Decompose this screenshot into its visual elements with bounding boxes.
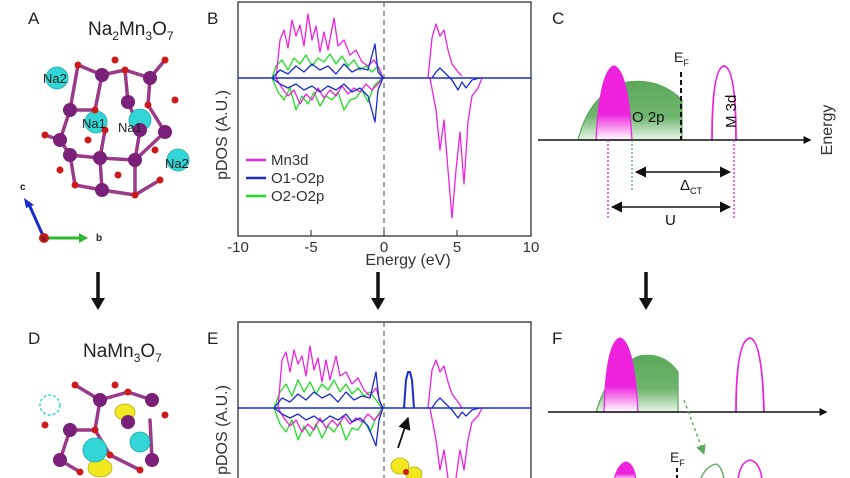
- panel-f-label: F: [552, 329, 562, 348]
- panel-d-label: D: [28, 329, 40, 348]
- mn-band-lower-c: [595, 65, 633, 141]
- panel-e-curve-mn-up-cb: [427, 359, 463, 409]
- panel-f: F EF: [548, 329, 828, 478]
- legend-label-o1: O1-O2p: [271, 170, 324, 187]
- panel-e-curves: [238, 345, 531, 478]
- fermi-label-c: EF: [674, 49, 689, 68]
- panel-c-label: C: [552, 9, 564, 28]
- mn-band-upper-c: [711, 65, 737, 141]
- hole-transfer-arrow-f: [683, 399, 706, 455]
- gap-state-arrow: [397, 416, 411, 449]
- panel-e-curve-o1-up: [273, 371, 384, 409]
- panel-b-ylabel: pDOS (A.U.): [214, 90, 231, 180]
- panel-e-frame: [237, 321, 532, 478]
- panel-b: B pDOS (A.U.) -10 -5 0 5 10 Energy (eV): [207, 1, 540, 269]
- panel-b-curve-o1-cb: [431, 67, 481, 91]
- legend-label-o2: O2-O2p: [271, 188, 324, 205]
- panel-d-compound: NaMn3O7: [83, 341, 162, 365]
- panel-e-gap-state: [403, 371, 415, 409]
- panel-e-ylabel: pDOS (A.U.): [214, 385, 231, 475]
- panel-e-curve-mn-down: [277, 407, 384, 433]
- o2p-label: O 2p: [632, 109, 665, 126]
- energy-axis-label: Energy: [819, 105, 836, 156]
- panel-e: E pDOS (A.U.): [207, 321, 532, 478]
- m3d-label: M 3d: [723, 95, 740, 128]
- panel-b-xlabel: Energy (eV): [365, 252, 450, 269]
- o-atoms-a: [41, 56, 179, 199]
- legend-label-mn3d: Mn3d: [271, 152, 309, 169]
- atom-label-na2-bottom: Na2: [165, 156, 189, 171]
- atom-label-na1-right: Na1: [118, 120, 142, 135]
- mn-band-lower-f: [603, 337, 639, 413]
- atom-label-na2-top: Na2: [43, 71, 67, 86]
- panel-e-curve-o2-up: [273, 379, 383, 409]
- panel-e-curve-o1-down: [273, 407, 384, 447]
- panel-b-xtick-4: 10: [523, 239, 540, 256]
- panel-e-label: E: [207, 329, 218, 348]
- na-atoms-d: [82, 431, 151, 463]
- delta-ct-label: ΔCT: [680, 177, 703, 196]
- panel-b-xtick-1: -5: [304, 239, 317, 256]
- panel-e-inset-atom: [390, 457, 423, 478]
- panel-b-legend: Mn3d O1-O2p O2-O2p: [246, 152, 324, 205]
- axis-a-label: a: [41, 234, 46, 243]
- panel-e-curve-mn-down-cb2: [455, 407, 483, 478]
- mn-band-upper-f: [735, 337, 765, 413]
- panel-b-curve-o2-up: [271, 53, 383, 79]
- mn-atoms-d: [53, 393, 159, 467]
- panel-c: C Energy EF O 2p M 3d ΔCT U: [538, 9, 836, 229]
- panel-b-curve-mn-down: [275, 77, 384, 105]
- o2p-band-f2: [700, 463, 725, 478]
- panel-b-curves: [238, 13, 531, 219]
- axis-c-label: c: [20, 182, 26, 193]
- transition-arrows: [91, 272, 653, 310]
- mn-atoms-a: [53, 68, 172, 197]
- atom-label-na1-left: Na1: [82, 116, 106, 131]
- panel-b-curve-o1-up: [271, 43, 384, 79]
- panel-e-curve-mn-down-cb: [429, 407, 449, 478]
- panel-b-xtick-3: 5: [453, 239, 461, 256]
- na-atoms-a: [45, 66, 190, 172]
- panel-a: A Na2Mn3O7: [20, 9, 190, 244]
- panel-e-curve-o1-cb: [431, 397, 481, 419]
- panel-b-label: B: [207, 9, 218, 28]
- fermi-label-f: EF: [670, 449, 685, 468]
- vacancy-site-d: [39, 394, 61, 416]
- panel-b-curve-mn-up-cb: [427, 23, 463, 79]
- o-atoms-d: [41, 381, 169, 476]
- crystal-axes-a: c a b: [20, 182, 102, 244]
- panel-b-curve-mn-up: [275, 13, 384, 79]
- panel-a-compound: Na2Mn3O7: [88, 19, 174, 43]
- panel-b-curve-mn-down-cb: [429, 77, 483, 219]
- panel-b-curve-o1-down: [271, 77, 384, 123]
- panel-e-curve-mn-up: [277, 345, 383, 409]
- panel-b-ticks: [237, 230, 532, 236]
- u-label: U: [665, 212, 676, 229]
- mn-band-lower-f2: [613, 461, 637, 478]
- axis-b-label: b: [96, 233, 102, 244]
- panel-b-xtick-2: 0: [380, 239, 388, 256]
- panel-d: D NaMn3O7: [28, 329, 169, 478]
- panel-b-xtick-0: -10: [227, 239, 249, 256]
- mn-band-upper-f2: [737, 459, 763, 478]
- panel-a-label: A: [28, 9, 40, 28]
